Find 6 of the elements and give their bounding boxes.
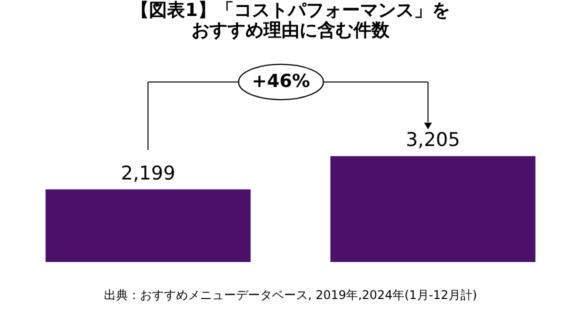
data-label: 3,205	[406, 129, 460, 152]
text: +46%	[252, 71, 310, 92]
data-label: 2,199	[120, 162, 176, 184]
chart-subtitle: おすすめ理由に含む件数	[192, 20, 390, 41]
source-note: 出典：おすすめメニューデータベース, 2019年,2024年(1月-12月計)	[104, 288, 478, 302]
chart-title: 【図表1】「コストパフォーマンス」を	[131, 0, 450, 21]
